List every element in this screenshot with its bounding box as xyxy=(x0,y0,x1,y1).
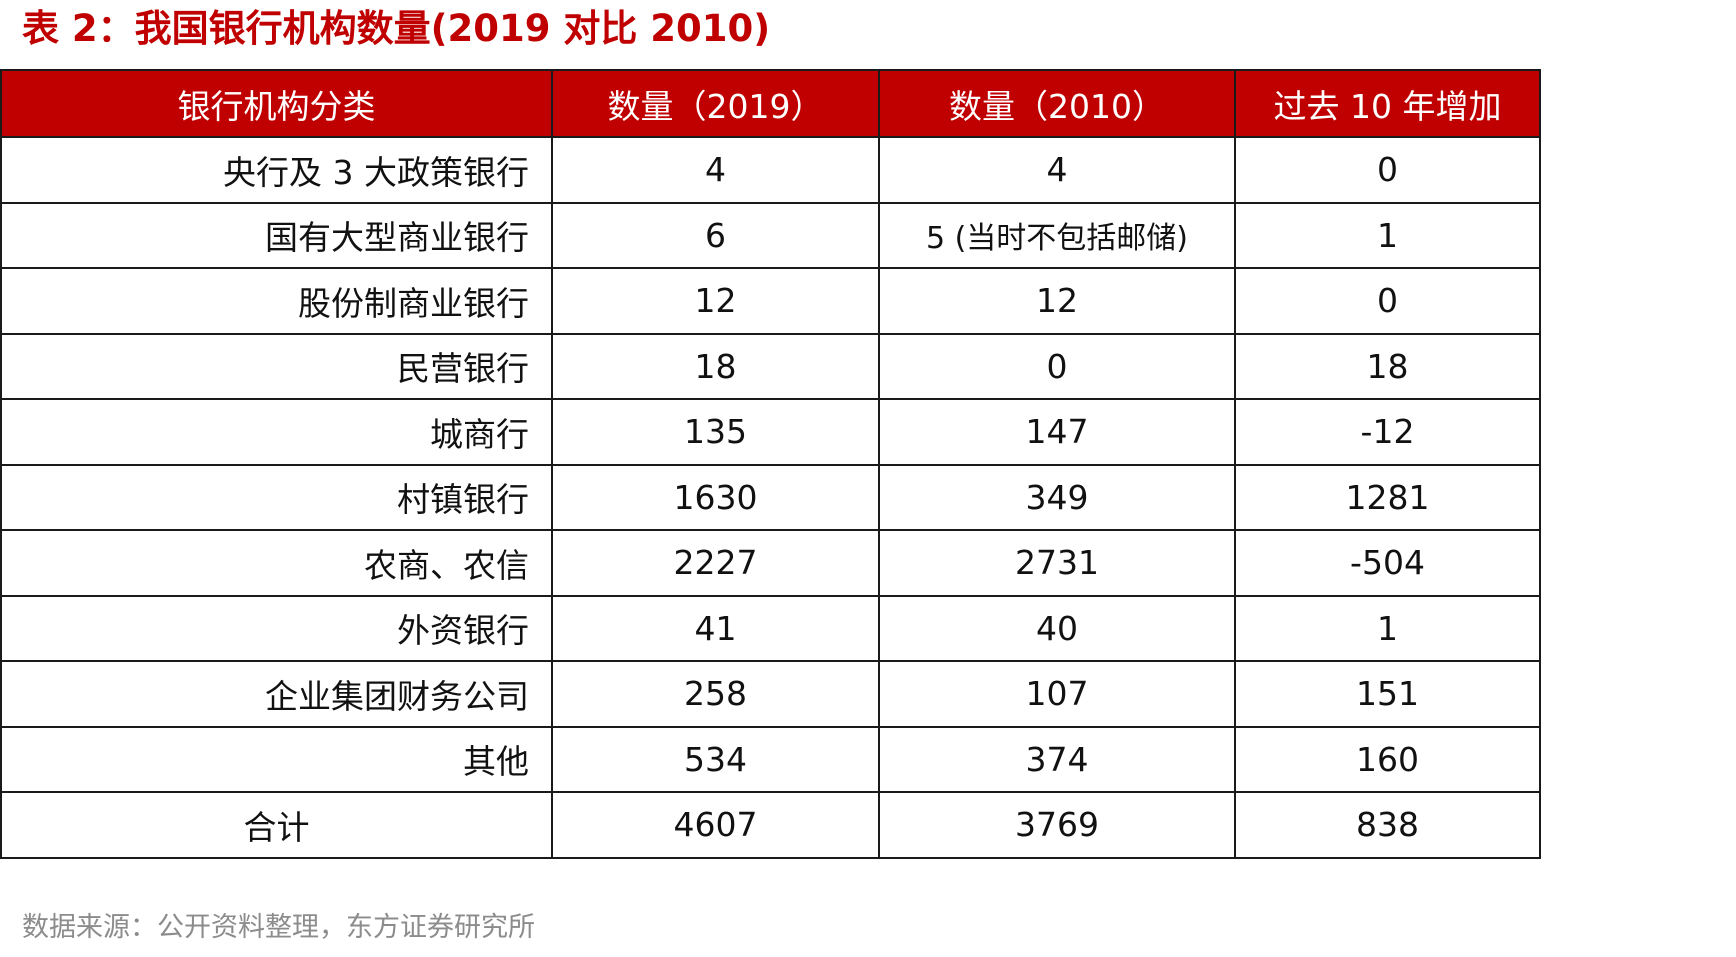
row-count-2010: 107 xyxy=(878,660,1236,728)
header-count-2010: 数量（2010） xyxy=(878,69,1236,138)
table-row: 村镇银行 1630 349 1281 xyxy=(0,463,1541,531)
row-category: 外资银行 xyxy=(0,594,553,662)
total-increase: 838 xyxy=(1234,791,1541,859)
table-row: 外资银行 41 40 1 xyxy=(0,594,1541,662)
row-count-2010: 374 xyxy=(878,725,1236,793)
header-increase: 过去 10 年增加 xyxy=(1234,69,1541,138)
bank-institutions-table: 银行机构分类 数量（2019） 数量（2010） 过去 10 年增加 央行及 3… xyxy=(0,69,1541,859)
row-category: 国有大型商业银行 xyxy=(0,201,553,269)
row-category: 村镇银行 xyxy=(0,463,553,531)
row-count-2010: 40 xyxy=(878,594,1236,662)
table-row: 股份制商业银行 12 12 0 xyxy=(0,267,1541,335)
row-increase: -12 xyxy=(1234,398,1541,466)
row-count-2010: 2731 xyxy=(878,529,1236,597)
table-row: 城商行 135 147 -12 xyxy=(0,398,1541,466)
total-row: 合计 4607 3769 838 xyxy=(0,791,1541,859)
row-category: 民营银行 xyxy=(0,332,553,400)
table-row: 农商、农信 2227 2731 -504 xyxy=(0,529,1541,597)
row-category: 城商行 xyxy=(0,398,553,466)
row-count-2010: 0 xyxy=(878,332,1236,400)
row-count-2019: 6 xyxy=(551,201,880,269)
table-row: 企业集团财务公司 258 107 151 xyxy=(0,660,1541,728)
row-count-2019: 18 xyxy=(551,332,880,400)
row-count-2019: 41 xyxy=(551,594,880,662)
total-count-2019: 4607 xyxy=(551,791,880,859)
row-increase: -504 xyxy=(1234,529,1541,597)
row-increase: 0 xyxy=(1234,267,1541,335)
row-count-2010: 349 xyxy=(878,463,1236,531)
table-row: 国有大型商业银行 6 5 (当时不包括邮储) 1 xyxy=(0,201,1541,269)
header-row: 银行机构分类 数量（2019） 数量（2010） 过去 10 年增加 xyxy=(0,69,1541,138)
row-category: 农商、农信 xyxy=(0,529,553,597)
row-count-2019: 135 xyxy=(551,398,880,466)
row-count-2019: 4 xyxy=(551,136,880,204)
row-count-2019: 2227 xyxy=(551,529,880,597)
row-increase: 151 xyxy=(1234,660,1541,728)
row-increase: 1 xyxy=(1234,201,1541,269)
table-row: 民营银行 18 0 18 xyxy=(0,332,1541,400)
table-title: 表 2：我国银行机构数量(2019 对比 2010) xyxy=(22,7,771,50)
header-count-2019: 数量（2019） xyxy=(551,69,880,138)
row-increase: 18 xyxy=(1234,332,1541,400)
row-increase: 1281 xyxy=(1234,463,1541,531)
row-increase: 1 xyxy=(1234,594,1541,662)
row-category: 其他 xyxy=(0,725,553,793)
row-increase: 160 xyxy=(1234,725,1541,793)
row-count-2019: 534 xyxy=(551,725,880,793)
row-category: 企业集团财务公司 xyxy=(0,660,553,728)
row-count-2019: 1630 xyxy=(551,463,880,531)
row-count-2010: 4 xyxy=(878,136,1236,204)
row-increase: 0 xyxy=(1234,136,1541,204)
row-count-2019: 258 xyxy=(551,660,880,728)
row-count-2010: 5 (当时不包括邮储) xyxy=(878,201,1236,269)
row-count-2010: 12 xyxy=(878,267,1236,335)
header-category: 银行机构分类 xyxy=(0,69,553,138)
total-count-2010: 3769 xyxy=(878,791,1236,859)
row-count-2019: 12 xyxy=(551,267,880,335)
row-count-2010: 147 xyxy=(878,398,1236,466)
row-category: 股份制商业银行 xyxy=(0,267,553,335)
table-row: 其他 534 374 160 xyxy=(0,725,1541,793)
table-row: 央行及 3 大政策银行 4 4 0 xyxy=(0,136,1541,204)
total-label: 合计 xyxy=(0,791,553,859)
row-category: 央行及 3 大政策银行 xyxy=(0,136,553,204)
source-note: 数据来源：公开资料整理，东方证券研究所 xyxy=(22,912,535,943)
